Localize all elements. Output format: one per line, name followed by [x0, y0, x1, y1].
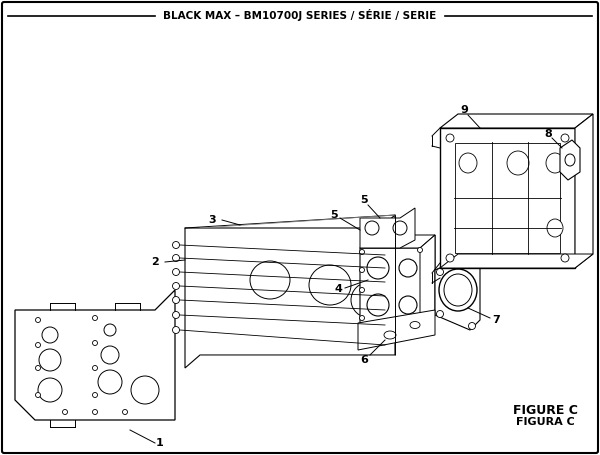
Ellipse shape: [437, 268, 443, 275]
Ellipse shape: [122, 410, 128, 415]
Polygon shape: [420, 235, 435, 323]
Ellipse shape: [35, 393, 41, 398]
Ellipse shape: [173, 283, 179, 289]
Ellipse shape: [418, 248, 422, 253]
Ellipse shape: [38, 378, 62, 402]
Text: 6: 6: [360, 355, 368, 365]
Polygon shape: [15, 290, 175, 420]
Ellipse shape: [561, 254, 569, 262]
Ellipse shape: [92, 410, 97, 415]
Ellipse shape: [92, 393, 97, 398]
Ellipse shape: [418, 319, 422, 324]
Ellipse shape: [547, 219, 563, 237]
Polygon shape: [185, 215, 395, 368]
Ellipse shape: [98, 370, 122, 394]
Text: 8: 8: [544, 129, 552, 139]
Ellipse shape: [365, 221, 379, 235]
Text: 5: 5: [330, 210, 338, 220]
Ellipse shape: [359, 315, 365, 320]
Ellipse shape: [62, 410, 67, 415]
Ellipse shape: [446, 134, 454, 142]
Text: 9: 9: [460, 105, 468, 115]
Ellipse shape: [173, 268, 179, 275]
Ellipse shape: [459, 153, 477, 173]
Ellipse shape: [561, 134, 569, 142]
Ellipse shape: [35, 318, 41, 323]
Ellipse shape: [131, 376, 159, 404]
Ellipse shape: [359, 288, 365, 293]
Ellipse shape: [92, 315, 97, 320]
Ellipse shape: [546, 153, 564, 173]
Ellipse shape: [173, 297, 179, 303]
Ellipse shape: [507, 151, 529, 175]
Polygon shape: [575, 114, 593, 268]
Ellipse shape: [399, 296, 417, 314]
Ellipse shape: [173, 254, 179, 262]
Ellipse shape: [35, 343, 41, 348]
Ellipse shape: [444, 274, 472, 306]
Ellipse shape: [439, 269, 477, 311]
Ellipse shape: [469, 323, 476, 329]
Ellipse shape: [104, 324, 116, 336]
Ellipse shape: [42, 327, 58, 343]
Ellipse shape: [367, 257, 389, 279]
Ellipse shape: [367, 294, 389, 316]
Ellipse shape: [250, 261, 290, 299]
Ellipse shape: [35, 365, 41, 370]
Ellipse shape: [469, 257, 476, 263]
Polygon shape: [455, 143, 560, 253]
Ellipse shape: [92, 340, 97, 345]
Polygon shape: [440, 114, 593, 128]
Text: 1: 1: [156, 438, 164, 448]
Ellipse shape: [173, 327, 179, 334]
Text: BLACK MAX – BM10700J SERIES / SÉRIE / SERIE: BLACK MAX – BM10700J SERIES / SÉRIE / SE…: [163, 9, 437, 21]
Ellipse shape: [101, 346, 119, 364]
Ellipse shape: [565, 154, 575, 166]
Polygon shape: [360, 235, 435, 323]
Text: 3: 3: [208, 215, 216, 225]
Polygon shape: [360, 235, 435, 248]
Ellipse shape: [446, 254, 454, 262]
Ellipse shape: [173, 242, 179, 248]
Ellipse shape: [437, 310, 443, 318]
Ellipse shape: [393, 221, 407, 235]
Text: FIGURE C: FIGURE C: [512, 404, 577, 416]
Text: 4: 4: [334, 284, 342, 294]
Polygon shape: [440, 128, 575, 268]
Polygon shape: [440, 254, 593, 268]
Ellipse shape: [351, 282, 389, 318]
Ellipse shape: [39, 349, 61, 371]
Ellipse shape: [92, 365, 97, 370]
Polygon shape: [560, 140, 580, 180]
Text: 7: 7: [492, 315, 500, 325]
Ellipse shape: [399, 259, 417, 277]
Ellipse shape: [173, 312, 179, 318]
Text: 2: 2: [151, 257, 159, 267]
Ellipse shape: [410, 322, 420, 329]
Ellipse shape: [359, 249, 365, 254]
Text: FIGURA C: FIGURA C: [515, 417, 574, 427]
Ellipse shape: [359, 268, 365, 273]
Polygon shape: [360, 208, 415, 248]
Text: 5: 5: [360, 195, 368, 205]
Polygon shape: [358, 310, 435, 350]
Polygon shape: [435, 255, 480, 330]
Ellipse shape: [309, 265, 351, 305]
Ellipse shape: [384, 331, 396, 339]
